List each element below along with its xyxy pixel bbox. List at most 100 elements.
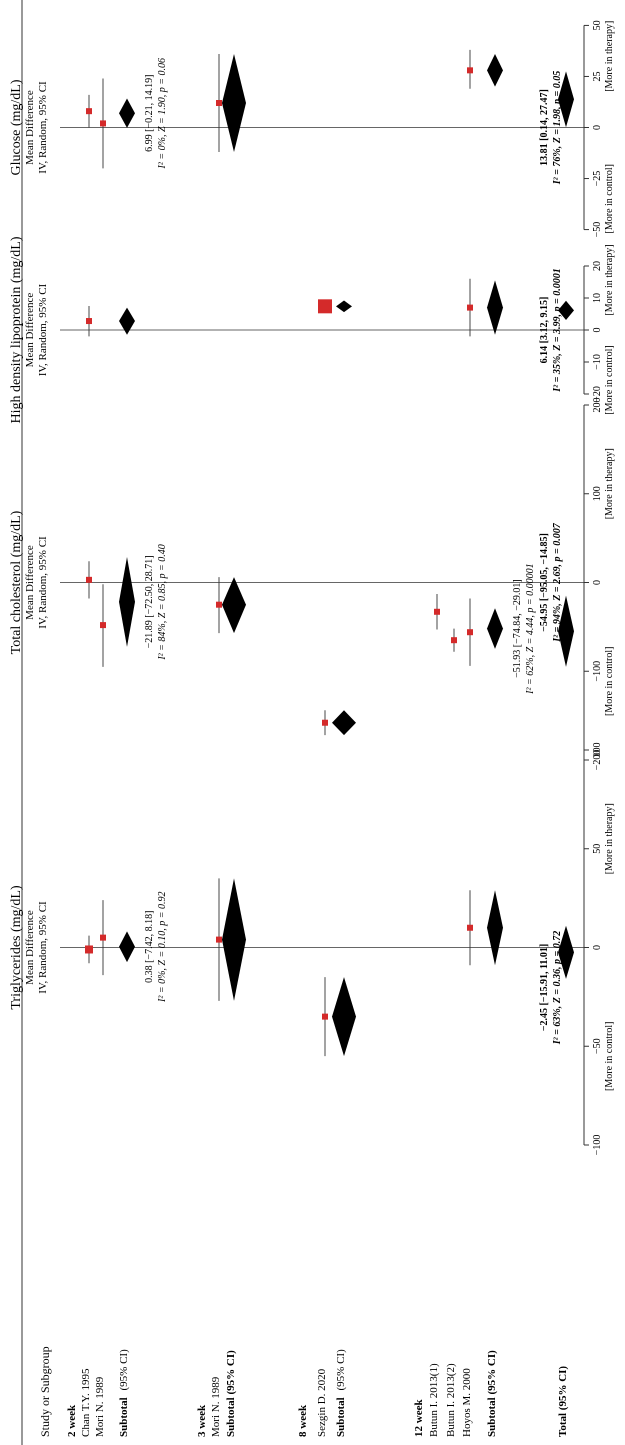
panel-subtitle: Mean Difference (24, 910, 36, 985)
panel-subtitle: IV, Random, 95% CI (37, 81, 49, 174)
study-label: Butun I. 2013(1) (428, 1363, 440, 1437)
study-labels: Study or Subgroup 2 week Chan T.Y. 1995 … (21, 0, 569, 1445)
panel-subtitle: IV, Random, 95% CI (37, 901, 49, 994)
total-heterogeneity-text: I² = 35%, Z = 3.99, p = 0.0001 (552, 268, 563, 392)
study-effect-marker (86, 108, 92, 115)
study-effect-marker (86, 576, 92, 583)
subtotal-ci-label: (95% CI) (335, 1349, 347, 1391)
favours-right-label: [More in therapy] (604, 244, 615, 315)
x-tick-label: 50 (592, 20, 603, 30)
x-tick-label: 200 (592, 398, 603, 413)
subtotal-diamond (222, 577, 246, 634)
forest-panel: −50 −25 0 25 50 [More in control] [More in the… (9, 20, 615, 238)
panel-title: Triglycerides (mg/dL) (9, 885, 24, 1010)
x-tick-label: −10 (592, 354, 603, 370)
x-tick-label: −100 (592, 661, 603, 682)
subtotal-diamond (336, 300, 352, 313)
x-tick-label: 0 (592, 125, 603, 130)
x-tick-label: 100 (592, 486, 603, 501)
subtotal-heterogeneity-text: I² = 62%, Z = 4.44, p = 0.00001 (525, 563, 536, 694)
x-tick-label: −200 (592, 750, 603, 771)
subtotal-diamond (487, 608, 503, 649)
total-estimate-text: 6.14 [3.12, 9.15] (539, 297, 550, 364)
subtotal-diamond (487, 54, 503, 87)
x-tick-label: 10 (592, 293, 603, 303)
total-diamond (558, 925, 574, 979)
x-tick-label: 100 (592, 743, 603, 758)
study-effect-marker (100, 622, 106, 629)
x-tick-label: 0 (592, 328, 603, 333)
subtotal-diamond (119, 307, 135, 335)
study-effect-marker (216, 936, 222, 943)
favours-right-label: [More in therapy] (604, 21, 615, 92)
subtotal-heterogeneity-text: I² = 84%, Z = 0.85, p = 0.40 (157, 544, 168, 660)
study-label: Mori N. 1989 (210, 1376, 222, 1437)
x-tick-label: 0 (592, 945, 603, 950)
study-effect-marker (467, 304, 473, 311)
study-label: Butun I. 2013(2) (445, 1363, 457, 1437)
subtotal-ci-label: (95% CI) (118, 1349, 130, 1391)
subtotal-diamond (487, 890, 503, 966)
total-heterogeneity-text: I² = 63%, Z = 0.36, p = 0.72 (552, 931, 563, 1045)
panel-subtitle: IV, Random, 95% CI (37, 536, 49, 629)
study-effect-marker (467, 67, 473, 74)
study-effect-marker (100, 120, 106, 127)
panel-title: High density lipoprotein (mg/dL) (9, 236, 24, 423)
subtotal-diamond (332, 710, 356, 736)
favours-right-label: [More in therapy] (604, 448, 615, 519)
forest-panel: −20 −10 0 10 20 [More in control] [More in the… (9, 236, 615, 423)
study-label: Hoyos M. 2000 (461, 1368, 473, 1437)
x-tick-label: −100 (592, 1135, 603, 1156)
x-tick-label: 20 (592, 261, 603, 271)
study-effect-marker (434, 608, 440, 615)
group-header-12-week: 12 week (413, 1399, 425, 1437)
study-label: Mori N. 1989 (94, 1376, 106, 1437)
x-tick-label: −50 (592, 222, 603, 238)
study-effect-marker (467, 629, 473, 636)
group-header-2-week: 2 week (66, 1404, 78, 1437)
panel-title: Total cholesterol (mg/dL) (9, 510, 24, 654)
study-effect-marker (85, 945, 93, 954)
favours-left-label: [More in control] (604, 1022, 615, 1091)
forest-panel: −200 −100 0 100 200 [More in control] [More in… (9, 398, 615, 771)
subtotal-label: Subtotal (118, 1397, 130, 1437)
group-header-8-week: 8 week (297, 1404, 309, 1437)
panel-subtitle: Mean Difference (24, 545, 36, 620)
study-effect-marker (318, 299, 332, 314)
x-tick-label: 25 (592, 71, 603, 81)
subtotal-diamond (222, 878, 246, 1001)
x-tick-label: −20 (592, 386, 603, 402)
subtotal-label: Subtotal (335, 1397, 347, 1437)
study-label: Sezgin D. 2020 (316, 1368, 328, 1437)
subtotal-diamond (119, 98, 135, 128)
favours-right-label: [More in therapy] (604, 803, 615, 874)
total-estimate-text: 13.81 [0.14, 27.47] (539, 89, 550, 166)
total-diamond (558, 71, 574, 128)
study-effect-marker (216, 601, 222, 608)
study-label: Chan T.Y. 1995 (80, 1368, 92, 1437)
study-effect-marker (322, 1013, 328, 1020)
total-estimate-text: −2.45 [−15.91, 11.01] (539, 944, 550, 1032)
favours-left-label: [More in control] (604, 345, 615, 414)
study-effect-marker (100, 934, 106, 941)
panel-subtitle: Mean Difference (24, 90, 36, 165)
study-column-header: Study or Subgroup (38, 1346, 52, 1437)
svg-text:Subtotal (95% CI): Subtotal (95% CI) (335, 1349, 347, 1437)
study-effect-marker (322, 719, 328, 726)
subtotal-estimate-text: −21.89 [−72.50, 28.71] (144, 555, 155, 648)
subtotal-estimate-text: 6.99 [−0.21, 14.19] (144, 75, 155, 152)
total-heterogeneity-text: I² = 76%, Z = 1.98, p = 0.05 (552, 71, 563, 185)
x-tick-label: −50 (592, 1038, 603, 1054)
subtotal-diamond (332, 977, 356, 1057)
total-label: Total (95% CI) (557, 1366, 569, 1437)
study-effect-marker (467, 924, 473, 931)
svg-text:Subtotal (95% CI): Subtotal (95% CI) (118, 1349, 130, 1437)
subtotal-diamond (487, 280, 503, 335)
favours-left-label: [More in control] (604, 647, 615, 716)
panel-title: Glucose (mg/dL) (9, 79, 24, 175)
study-effect-marker (451, 637, 457, 644)
subtotal-diamond (119, 931, 135, 963)
subtotal-heterogeneity-text: I² = 0%, Z = 0.10, p = 0.92 (157, 892, 168, 1003)
x-tick-label: −25 (592, 171, 603, 187)
forest-panel: −100 −50 0 50 100 [More in control] [More in t… (9, 743, 615, 1156)
